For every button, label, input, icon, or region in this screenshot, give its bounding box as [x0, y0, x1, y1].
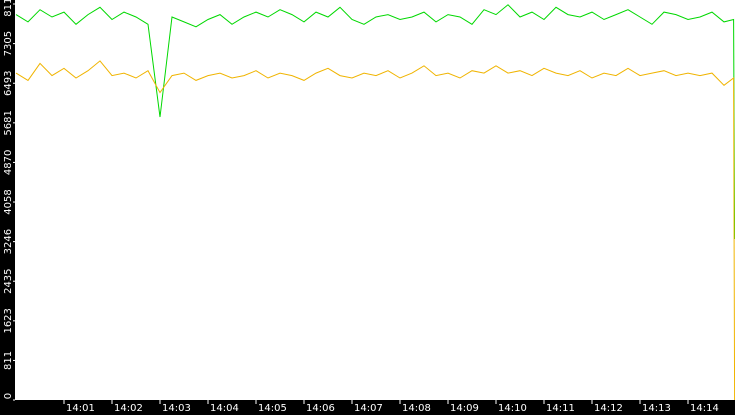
y-axis-strip — [0, 0, 15, 415]
series-line — [15, 60, 735, 401]
y-tick-label: 4058 — [3, 189, 14, 214]
x-tick-label: 14:03 — [162, 403, 191, 414]
x-tick-label: 14:06 — [306, 403, 335, 414]
x-tick-label: 14:07 — [354, 403, 383, 414]
y-tick-label: 1623 — [3, 308, 14, 333]
x-tick-label: 14:05 — [258, 403, 287, 414]
x-axis-strip — [0, 400, 735, 415]
y-tick-label: 3246 — [3, 229, 14, 254]
x-tick-label: 14:10 — [498, 403, 527, 414]
x-tick-label: 14:13 — [642, 403, 671, 414]
x-tick-label: 14:04 — [210, 403, 239, 414]
y-tick-label: 8117 — [3, 0, 14, 17]
x-tick-label: 14:09 — [450, 403, 479, 414]
x-tick-label: 14:11 — [546, 403, 575, 414]
y-tick-label: 7305 — [3, 31, 14, 56]
series-line — [15, 4, 735, 240]
x-tick-label: 14:14 — [690, 403, 719, 414]
x-tick-label: 14:02 — [114, 403, 143, 414]
x-tick-label: 14:01 — [66, 403, 95, 414]
y-tick-label: 6493 — [3, 71, 14, 96]
y-tick-label: 4870 — [3, 150, 14, 175]
y-tick-label: 2435 — [3, 268, 14, 293]
y-tick-label: 5681 — [3, 110, 14, 135]
x-tick-label: 14:12 — [594, 403, 623, 414]
x-tick-label: 14:08 — [402, 403, 431, 414]
y-tick-label: 811 — [3, 351, 14, 370]
y-tick-label: 0 — [3, 393, 14, 399]
